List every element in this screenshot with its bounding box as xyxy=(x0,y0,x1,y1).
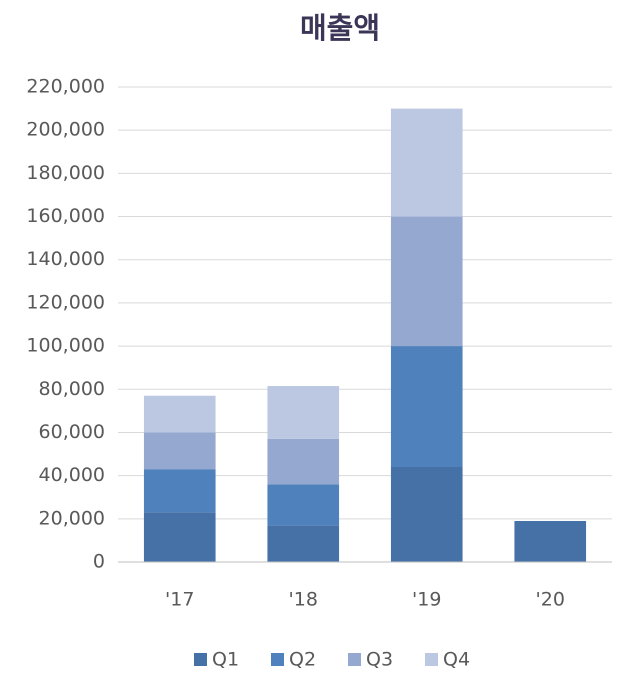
bar xyxy=(143,432,216,470)
legend-swatch xyxy=(271,653,284,666)
x-tick-label: '17 xyxy=(165,589,194,611)
y-tick-label: 40,000 xyxy=(39,464,105,486)
bar xyxy=(267,525,340,562)
bar xyxy=(514,520,587,562)
x-tick-label: '20 xyxy=(536,589,565,611)
legend-label: Q4 xyxy=(443,649,470,671)
bar xyxy=(390,467,463,562)
bar xyxy=(267,484,340,526)
legend-swatch xyxy=(194,653,207,666)
legend-label: Q2 xyxy=(289,649,316,671)
bar xyxy=(390,108,463,217)
y-tick-label: 120,000 xyxy=(26,291,105,313)
chart-title: 매출액 xyxy=(300,11,380,45)
x-tick-label: '19 xyxy=(412,589,441,611)
legend-label: Q3 xyxy=(366,649,393,671)
y-tick-label: 80,000 xyxy=(39,378,105,400)
bar xyxy=(267,438,340,485)
y-tick-label: 220,000 xyxy=(26,76,105,98)
y-tick-label: 200,000 xyxy=(26,119,105,141)
bar xyxy=(143,395,216,433)
legend-label: Q1 xyxy=(212,649,239,671)
bar xyxy=(267,386,340,439)
y-tick-label: 140,000 xyxy=(26,248,105,270)
y-tick-label: 160,000 xyxy=(26,205,105,227)
y-tick-label: 180,000 xyxy=(26,162,105,184)
y-tick-label: 20,000 xyxy=(39,507,105,529)
y-tick-label: 0 xyxy=(93,551,105,573)
y-tick-label: 60,000 xyxy=(39,421,105,443)
legend-swatch xyxy=(348,653,361,666)
bar xyxy=(143,512,216,562)
bar xyxy=(390,346,463,467)
bar xyxy=(143,469,216,513)
bar xyxy=(390,216,463,347)
y-tick-label: 100,000 xyxy=(26,335,105,357)
legend-swatch xyxy=(425,653,438,666)
x-tick-label: '18 xyxy=(289,589,318,611)
